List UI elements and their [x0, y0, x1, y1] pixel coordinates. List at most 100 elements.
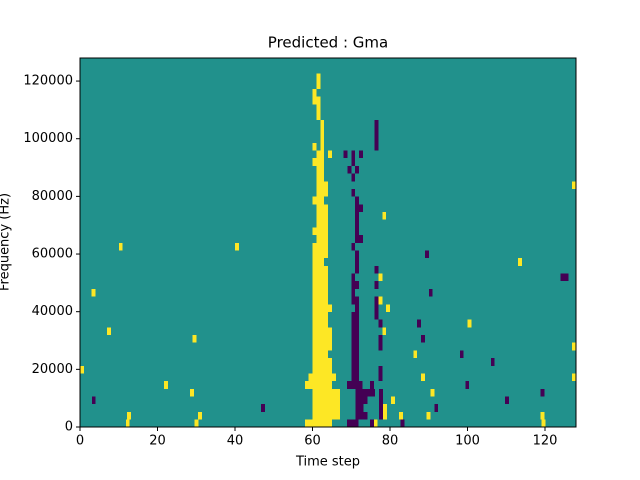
heatmap-cell [568, 173, 573, 182]
heatmap-cell [355, 157, 360, 166]
heatmap-cell [165, 296, 170, 305]
heatmap-cell [114, 334, 120, 343]
heatmap-cell [122, 142, 127, 151]
heatmap-cell [397, 196, 402, 205]
heatmap-cell [223, 242, 228, 251]
heatmap-cell [359, 181, 364, 189]
heatmap-cell [537, 250, 542, 259]
heatmap-cell [289, 165, 294, 174]
heatmap-cell [207, 350, 213, 359]
heatmap-cell [343, 403, 348, 412]
heatmap-cell [242, 257, 247, 266]
heatmap-cell [196, 188, 201, 197]
heatmap-cell [366, 234, 371, 243]
heatmap-cell [281, 127, 286, 136]
heatmap-cell [541, 334, 546, 343]
heatmap-cell [424, 219, 430, 228]
heatmap-cell [331, 365, 337, 374]
heatmap-cell [521, 273, 526, 282]
heatmap-cell [157, 173, 162, 182]
heatmap-cell [126, 134, 131, 143]
heatmap-cell [269, 204, 275, 213]
heatmap-cell [436, 280, 441, 289]
heatmap-cell [145, 165, 151, 174]
heatmap-cell [196, 296, 201, 305]
heatmap-cell [312, 403, 317, 412]
heatmap-cell [173, 173, 178, 182]
heatmap-cell [293, 157, 298, 166]
heatmap-cell [409, 157, 414, 166]
heatmap-cell [231, 165, 236, 174]
heatmap-cell [262, 319, 267, 328]
heatmap-cell [296, 403, 301, 412]
heatmap-cell [258, 173, 263, 182]
heatmap-cell [502, 227, 507, 236]
heatmap-cell [169, 319, 174, 328]
heatmap-cell [80, 127, 85, 136]
heatmap-cell [300, 357, 306, 366]
heatmap-cell [324, 134, 329, 143]
heatmap-cell [556, 380, 562, 389]
heatmap-cell [280, 403, 285, 412]
heatmap-cell [335, 411, 341, 420]
heatmap-cell [483, 227, 488, 236]
heatmap-cell [188, 257, 193, 266]
heatmap-cell [235, 288, 240, 297]
heatmap-cell [475, 334, 480, 343]
heatmap-cell [520, 403, 526, 412]
heatmap-cell [254, 319, 259, 328]
heatmap-cell [347, 350, 352, 359]
heatmap-cell [312, 188, 317, 197]
heatmap-cell [297, 380, 302, 389]
heatmap-cell [510, 142, 515, 151]
heatmap-cell [83, 380, 88, 389]
heatmap-cell [149, 142, 154, 151]
heatmap-cell [514, 273, 519, 282]
heatmap-cell [190, 403, 195, 412]
heatmap-cell [564, 134, 569, 143]
heatmap-cell [568, 342, 573, 351]
heatmap-cell [572, 403, 577, 412]
heatmap-cell [529, 250, 534, 259]
heatmap-cell [118, 134, 123, 143]
heatmap-cell [506, 327, 511, 336]
heatmap-cell [521, 257, 526, 266]
heatmap-cell [320, 296, 325, 305]
heatmap-cell [103, 181, 108, 189]
heatmap-cell [250, 296, 255, 305]
heatmap-cell [354, 419, 359, 428]
heatmap-cell [223, 165, 228, 174]
heatmap-cell [272, 411, 278, 420]
heatmap-cell [413, 165, 418, 174]
heatmap-cell [366, 204, 371, 213]
heatmap-cell [343, 380, 348, 389]
heatmap-cell [366, 127, 371, 136]
heatmap-cell [87, 242, 92, 251]
heatmap-cell [173, 181, 178, 189]
heatmap-cell [359, 342, 364, 351]
heatmap-cell [359, 134, 364, 143]
heatmap-cell [157, 350, 162, 359]
heatmap-cell [316, 219, 321, 228]
heatmap-cell [418, 388, 423, 397]
heatmap-cell [192, 134, 197, 143]
heatmap-cell [126, 165, 131, 174]
heatmap-cell [300, 388, 305, 397]
heatmap-cell [564, 319, 569, 328]
heatmap-cell [242, 265, 247, 274]
heatmap-cell [145, 342, 151, 351]
heatmap-cell [153, 265, 158, 274]
heatmap-cell [459, 165, 464, 174]
heatmap-cell [471, 327, 476, 336]
heatmap-cell [537, 334, 542, 343]
heatmap-cell [506, 157, 511, 166]
heatmap-cell [335, 365, 340, 374]
heatmap-cell [475, 350, 480, 359]
heatmap-cell [564, 334, 569, 343]
heatmap-cell [564, 234, 569, 243]
heatmap-cell [529, 373, 534, 382]
heatmap-cell [564, 350, 569, 359]
heatmap-cell [169, 250, 174, 259]
heatmap-cell [188, 188, 193, 197]
heatmap-cell [440, 219, 445, 228]
